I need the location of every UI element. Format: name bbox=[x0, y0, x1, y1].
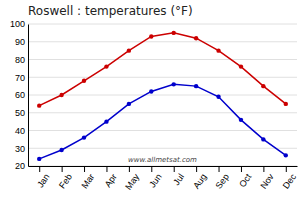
y-tick: 90 bbox=[15, 37, 28, 47]
grid-line bbox=[28, 166, 297, 167]
x-tick-label: Aug bbox=[191, 172, 208, 191]
series-point bbox=[59, 93, 63, 97]
grid-line bbox=[28, 59, 297, 60]
series-point bbox=[216, 48, 220, 52]
y-tick: 50 bbox=[15, 108, 28, 118]
x-axis: Jan Feb Mar AprMay Jun Jul Aug Sep OctNov Dec bbox=[29, 166, 299, 192]
chart: 20 30 40 50 60 70 80 90 100 Jan Feb Mar AprMay Jun Jul… bbox=[0, 0, 305, 200]
y-tick-label: 100 bbox=[10, 19, 25, 29]
y-tick-label: 30 bbox=[15, 144, 25, 154]
x-axis-line bbox=[29, 166, 298, 167]
series-point bbox=[149, 89, 153, 93]
y-tick-label: 60 bbox=[15, 90, 25, 100]
x-tick-label: Jan bbox=[35, 172, 52, 190]
y-tick-label: 70 bbox=[15, 73, 25, 83]
grid-line bbox=[28, 148, 297, 149]
series-point bbox=[59, 148, 63, 152]
marks bbox=[37, 31, 288, 161]
x-tick: Mar bbox=[79, 166, 96, 190]
series-point bbox=[172, 82, 176, 86]
series-point bbox=[172, 31, 176, 35]
x-tick-label: Mar bbox=[79, 172, 96, 190]
series-point bbox=[127, 48, 131, 52]
x-tick-mark bbox=[219, 166, 220, 172]
series-point bbox=[104, 119, 108, 123]
y-tick-label: 20 bbox=[15, 161, 25, 171]
grid-line bbox=[28, 130, 297, 131]
x-tick: Jan bbox=[35, 166, 52, 190]
x-tick-label: Sep bbox=[214, 172, 231, 191]
y-tick: 80 bbox=[15, 55, 28, 65]
series-line bbox=[39, 33, 286, 106]
series-point bbox=[284, 153, 288, 157]
x-tick-mark bbox=[263, 166, 264, 172]
x-tick-mark bbox=[241, 166, 242, 172]
series-point bbox=[82, 135, 86, 139]
x-tick: May bbox=[123, 166, 141, 192]
grid-line bbox=[28, 24, 297, 25]
x-tick-mark bbox=[196, 166, 197, 172]
y-tick: 100 bbox=[10, 19, 28, 29]
grid bbox=[28, 24, 297, 166]
x-tick-label: Dec bbox=[281, 171, 299, 190]
series-point bbox=[239, 118, 243, 122]
x-tick: Sep bbox=[214, 166, 231, 191]
x-tick: Apr bbox=[103, 166, 119, 189]
series-point bbox=[261, 84, 265, 88]
series-point bbox=[104, 64, 108, 68]
title: Roswell : temperatures (°F) bbox=[28, 4, 193, 18]
x-tick-mark bbox=[129, 166, 130, 172]
series-point bbox=[37, 103, 41, 107]
x-tick-mark bbox=[151, 166, 152, 172]
series-point bbox=[239, 64, 243, 68]
plot-area: 20 30 40 50 60 70 80 90 100 Jan Feb Mar AprMay Jun Jul… bbox=[10, 19, 298, 191]
series-point bbox=[37, 157, 41, 161]
x-tick-label: Oct bbox=[237, 171, 254, 189]
x-tick-mark bbox=[84, 166, 85, 172]
series-point bbox=[284, 102, 288, 106]
x-tick: Feb bbox=[57, 166, 74, 190]
series-point bbox=[149, 34, 153, 38]
x-tick-mark bbox=[62, 166, 63, 172]
x-tick: Jul bbox=[171, 166, 186, 187]
x-tick-label: Jun bbox=[147, 172, 164, 190]
x-tick-mark bbox=[174, 166, 175, 172]
x-tick-mark bbox=[106, 166, 107, 172]
y-tick-label: 50 bbox=[15, 108, 25, 118]
x-tick: Dec bbox=[281, 166, 299, 191]
x-tick: Aug bbox=[191, 166, 208, 191]
annotation: www.allmetsat.com bbox=[128, 156, 197, 164]
x-tick-label: Feb bbox=[57, 172, 74, 190]
y-tick: 20 bbox=[15, 161, 28, 171]
y-tick: 40 bbox=[15, 126, 28, 136]
y-tick-label: 40 bbox=[15, 126, 25, 136]
series-line bbox=[39, 84, 286, 159]
y-axis: 20 30 40 50 60 70 80 90 100 bbox=[10, 19, 29, 171]
series-point bbox=[82, 79, 86, 83]
x-tick-label: Jul bbox=[171, 172, 186, 187]
x-tick-mark bbox=[286, 166, 287, 172]
x-tick-label: Apr bbox=[103, 172, 119, 189]
series-point bbox=[127, 102, 131, 106]
x-tick: Oct bbox=[237, 166, 254, 189]
x-tick: Jun bbox=[147, 166, 164, 190]
grid-line bbox=[28, 77, 297, 78]
y-tick: 30 bbox=[15, 144, 28, 154]
y-tick-label: 80 bbox=[15, 55, 25, 65]
y-tick: 60 bbox=[15, 90, 28, 100]
grid-line bbox=[28, 112, 297, 113]
x-tick-label: Nov bbox=[258, 171, 276, 190]
series-point bbox=[194, 36, 198, 40]
series-point bbox=[216, 95, 220, 99]
series-point bbox=[261, 137, 265, 141]
grid-line bbox=[28, 95, 297, 96]
grid-line bbox=[28, 41, 297, 42]
x-tick-mark bbox=[39, 166, 40, 172]
x-tick: Nov bbox=[258, 166, 276, 191]
y-tick-label: 90 bbox=[15, 37, 25, 47]
y-axis-line bbox=[28, 25, 29, 167]
y-tick: 70 bbox=[15, 73, 28, 83]
x-tick-label: May bbox=[123, 171, 141, 191]
series-point bbox=[194, 84, 198, 88]
